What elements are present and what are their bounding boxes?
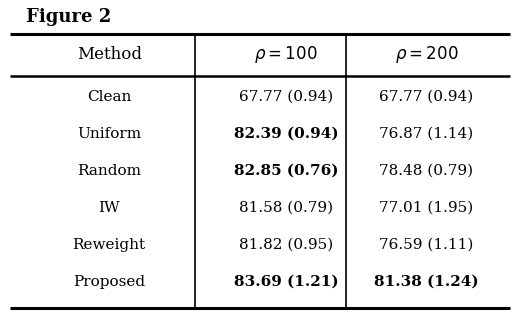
Text: 78.48 (0.79): 78.48 (0.79) (379, 164, 474, 178)
Text: 83.69 (1.21): 83.69 (1.21) (233, 275, 339, 289)
Text: Uniform: Uniform (77, 127, 141, 141)
Text: 81.38 (1.24): 81.38 (1.24) (374, 275, 479, 289)
Text: 76.87 (1.14): 76.87 (1.14) (379, 127, 474, 141)
Text: Method: Method (77, 46, 141, 63)
Text: $\rho = 200$: $\rho = 200$ (395, 44, 458, 65)
Text: Clean: Clean (87, 90, 132, 104)
Text: Proposed: Proposed (73, 275, 145, 289)
Text: 81.82 (0.95): 81.82 (0.95) (239, 238, 333, 252)
Text: 67.77 (0.94): 67.77 (0.94) (239, 90, 333, 104)
Text: 67.77 (0.94): 67.77 (0.94) (379, 90, 474, 104)
Text: 82.39 (0.94): 82.39 (0.94) (233, 127, 339, 141)
Text: Figure 2: Figure 2 (26, 8, 111, 26)
Text: 76.59 (1.11): 76.59 (1.11) (379, 238, 474, 252)
Text: $\rho = 100$: $\rho = 100$ (254, 44, 318, 65)
Text: 82.85 (0.76): 82.85 (0.76) (234, 164, 338, 178)
Text: IW: IW (98, 201, 120, 215)
Text: Random: Random (77, 164, 141, 178)
Text: Reweight: Reweight (73, 238, 146, 252)
Text: 77.01 (1.95): 77.01 (1.95) (379, 201, 474, 215)
Text: 81.58 (0.79): 81.58 (0.79) (239, 201, 333, 215)
